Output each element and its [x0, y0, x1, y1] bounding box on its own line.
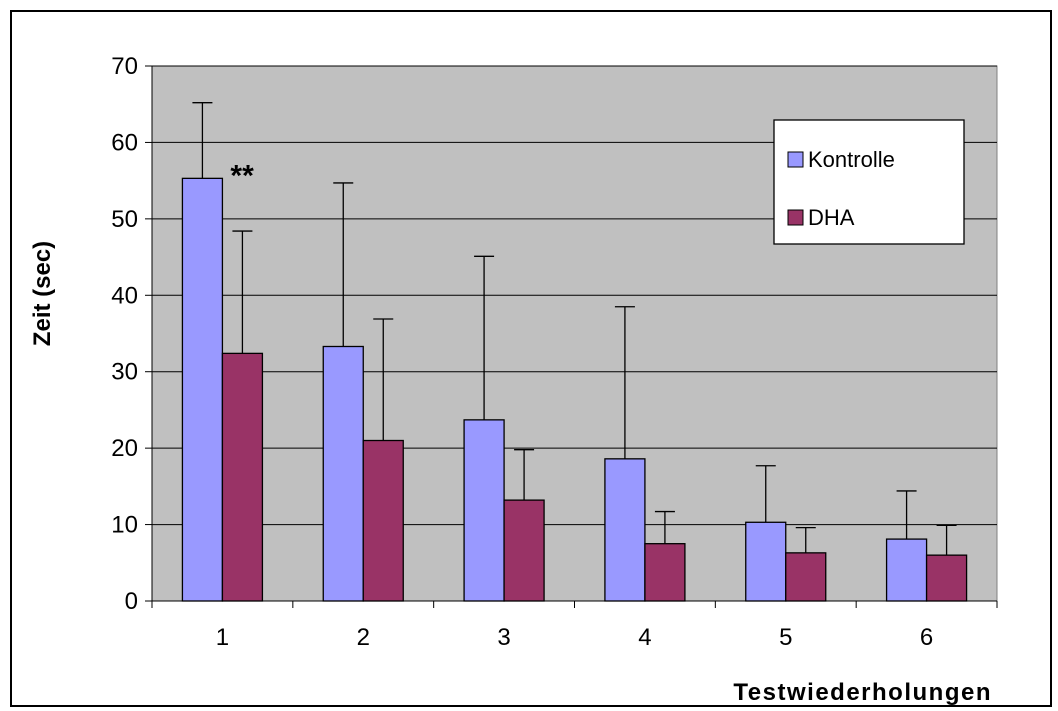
chart-frame: 0 10 20 30 40 50 60 70 1 2 3 4 5 6 ** Zeit (sec) Testwie… — [10, 10, 1052, 707]
bar-dha — [925, 554, 968, 602]
legend-swatch-kontrolle — [787, 151, 804, 168]
bar-kontrolle — [181, 177, 224, 602]
legend-swatch-dha — [787, 209, 804, 226]
x-tick-label: 3 — [497, 624, 510, 651]
y-tick-label: 10 — [111, 512, 138, 539]
y-tick-label: 20 — [111, 435, 138, 462]
y-axis-title: Zeit (sec) — [29, 241, 56, 346]
legend-label-kontrolle: Kontrolle — [808, 147, 895, 172]
legend-label-dha: DHA — [808, 205, 855, 230]
x-tick-label: 4 — [638, 624, 651, 651]
bar-dha — [503, 499, 545, 602]
bar-kontrolle — [322, 345, 364, 602]
bar-dha — [785, 552, 827, 602]
x-tick-label: 5 — [779, 624, 792, 651]
y-tick-label: 70 — [111, 53, 138, 80]
axes-layer — [145, 65, 998, 608]
x-axis-title: Testwiederholungen — [733, 679, 992, 706]
bar-dha — [221, 352, 264, 602]
labels-layer: 0 10 20 30 40 50 60 70 1 2 3 4 5 6 ** Zeit (sec) Testwie… — [29, 53, 992, 706]
legend-box — [773, 119, 965, 245]
bar-kontrolle — [604, 458, 646, 602]
y-tick-label: 50 — [111, 206, 138, 233]
bar-kontrolle — [745, 521, 787, 602]
x-tick-label: 1 — [216, 624, 229, 651]
x-tick-label: 2 — [357, 624, 370, 651]
bar-kontrolle — [885, 538, 928, 602]
y-tick-label: 60 — [111, 129, 138, 156]
bar-dha — [644, 543, 686, 602]
bars-layer — [181, 102, 968, 602]
legend: Kontrolle DHA — [773, 119, 965, 245]
bar-kontrolle — [463, 419, 505, 602]
y-tick-label: 40 — [111, 282, 138, 309]
significance-annotation: ** — [230, 159, 254, 192]
y-tick-label: 30 — [111, 359, 138, 386]
y-tick-label: 0 — [125, 588, 138, 615]
bar-dha — [362, 439, 404, 602]
x-tick-label: 6 — [920, 624, 933, 651]
bar-chart: 0 10 20 30 40 50 60 70 1 2 3 4 5 6 ** Zeit (sec) Testwie… — [29, 53, 998, 706]
